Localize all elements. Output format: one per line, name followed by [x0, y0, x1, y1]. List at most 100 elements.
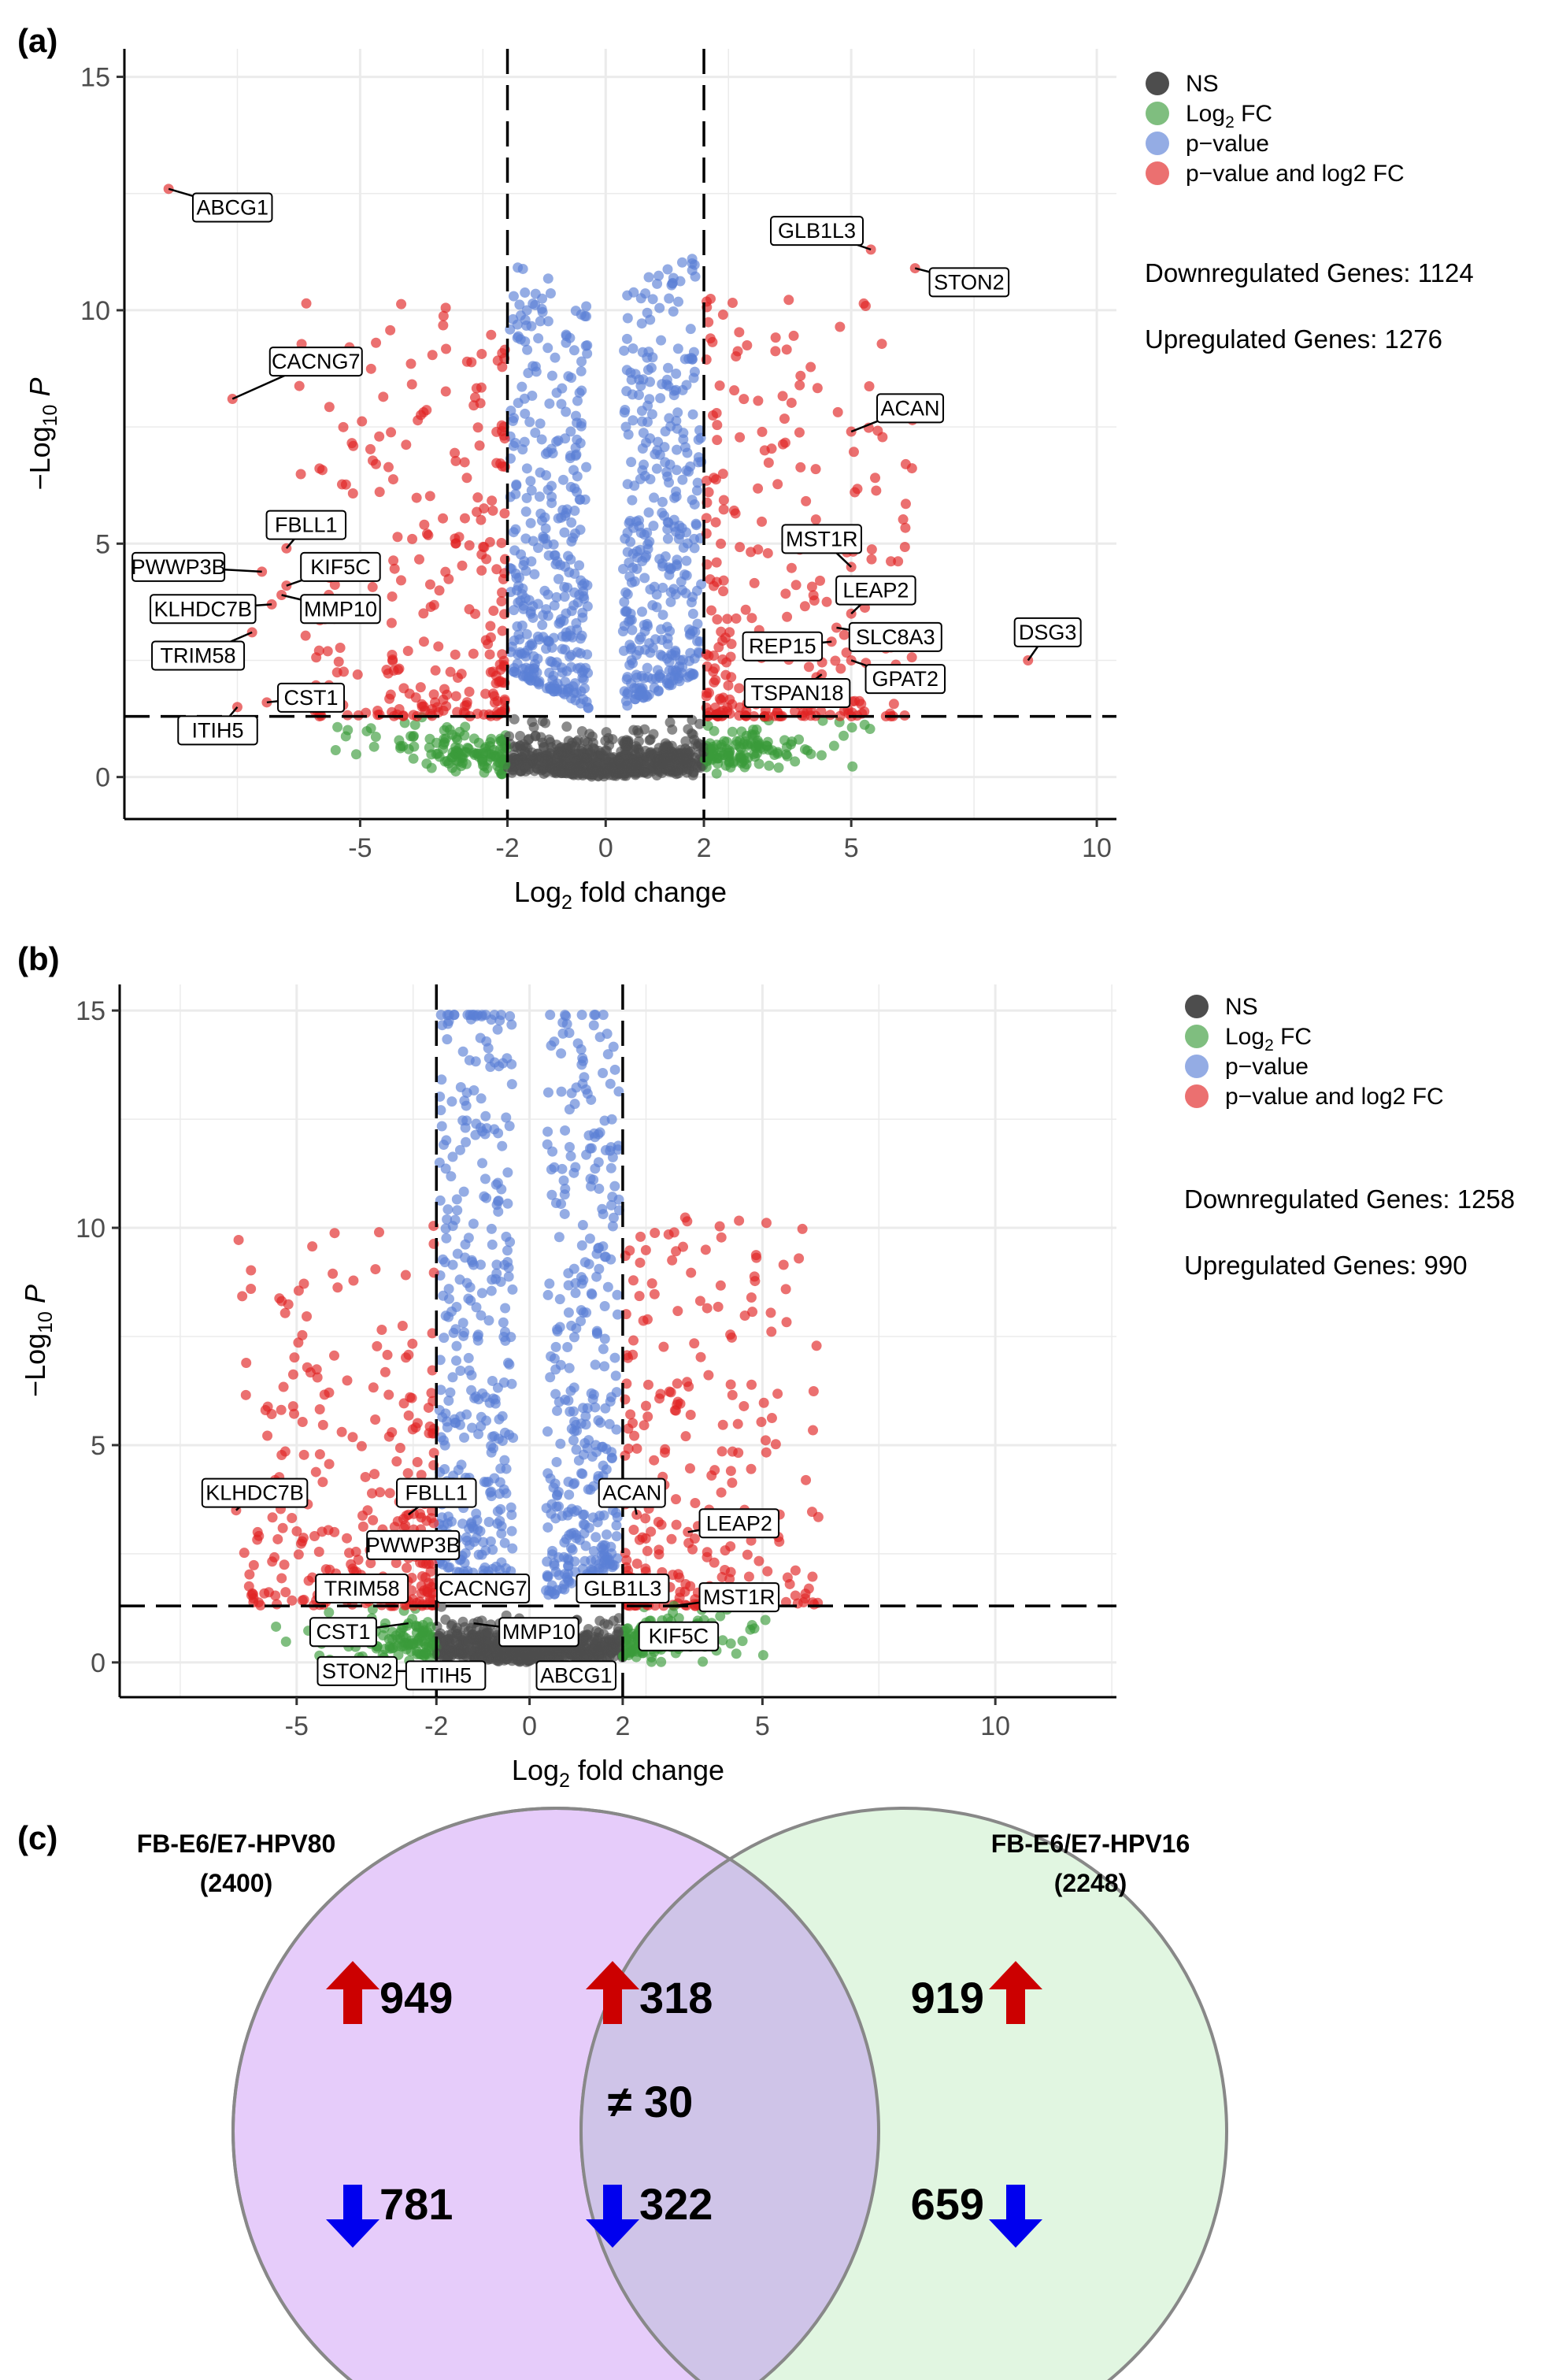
data-point [566, 1577, 577, 1589]
data-point [455, 1630, 466, 1641]
data-point [276, 1404, 287, 1415]
data-point [487, 1375, 498, 1386]
data-point [521, 628, 532, 639]
data-point [540, 717, 551, 728]
data-point [649, 1455, 660, 1466]
data-point [505, 1502, 516, 1513]
data-point [551, 387, 562, 399]
data-point [694, 1296, 705, 1307]
data-point [413, 554, 424, 565]
data-point [413, 415, 424, 426]
data-point [720, 669, 731, 680]
gene-label: MST1R [703, 1585, 776, 1609]
data-point [324, 1607, 335, 1618]
down-arrow-icon [326, 2185, 379, 2248]
data-point [486, 329, 497, 340]
data-point [428, 689, 439, 700]
data-point [623, 1565, 634, 1576]
data-point [679, 569, 690, 580]
data-point [448, 1327, 459, 1338]
data-point [657, 561, 668, 572]
data-point [300, 630, 311, 641]
data-point [664, 293, 675, 304]
data-point [753, 483, 764, 494]
gene-label: TRIM58 [324, 1577, 400, 1600]
data-point [408, 753, 419, 764]
data-point [520, 533, 531, 544]
data-point [451, 1340, 462, 1351]
data-point [385, 324, 396, 335]
data-point [293, 1337, 304, 1348]
data-point [799, 601, 810, 612]
data-point [516, 620, 528, 631]
data-point [727, 298, 738, 309]
data-point [394, 1443, 405, 1454]
data-point [567, 1544, 578, 1555]
legend-label: p−value [1225, 1054, 1309, 1080]
data-point [450, 455, 461, 466]
data-point [685, 1410, 696, 1421]
data-point [735, 432, 746, 443]
data-point [825, 710, 836, 721]
data-point [810, 464, 821, 475]
data-point [634, 1291, 645, 1302]
data-point [365, 363, 376, 374]
data-point [743, 1571, 754, 1582]
data-point [622, 527, 633, 538]
data-point [561, 507, 572, 518]
data-point [568, 345, 579, 356]
data-point [682, 672, 693, 683]
data-point [555, 559, 566, 570]
data-point [713, 1301, 724, 1312]
data-point [483, 1053, 494, 1064]
data-point [440, 1408, 451, 1419]
y-tick-label: 10 [76, 1214, 106, 1244]
data-point [568, 532, 579, 543]
data-point [607, 1559, 618, 1570]
data-point [427, 1328, 438, 1339]
data-point [664, 1386, 675, 1397]
gene-label: PWWP3B [131, 555, 226, 579]
data-point [680, 736, 691, 747]
data-point [461, 356, 472, 367]
data-point [835, 321, 846, 332]
data-point [662, 524, 673, 535]
data-point [391, 1456, 402, 1467]
data-point [450, 533, 461, 544]
data-point [537, 293, 548, 304]
legend-label: NS [1225, 994, 1258, 1020]
data-point [368, 741, 379, 752]
shared-discordant-count: ≠ 30 [608, 2077, 694, 2126]
data-point [636, 318, 647, 329]
data-point [668, 306, 679, 317]
data-point [476, 1629, 487, 1640]
data-point [451, 1355, 462, 1366]
data-point [573, 1455, 584, 1466]
data-point [317, 1526, 328, 1537]
data-point [333, 656, 344, 667]
data-point [481, 1477, 492, 1488]
data-point [287, 1369, 298, 1380]
data-point [418, 636, 429, 647]
data-point [580, 1411, 591, 1422]
data-point [658, 1341, 669, 1352]
data-point [652, 278, 663, 289]
data-point [657, 582, 668, 593]
data-point [365, 1558, 376, 1569]
data-point [576, 356, 587, 367]
gene-label-box [864, 664, 946, 695]
data-point [298, 1278, 309, 1289]
data-point [572, 395, 583, 406]
data-point [438, 320, 449, 331]
data-point [721, 736, 732, 747]
data-point [503, 1262, 514, 1273]
data-point [572, 625, 583, 636]
data-point [509, 714, 520, 725]
data-point [653, 270, 665, 281]
data-point [712, 435, 723, 446]
legend-label: Log2 FC [1225, 1024, 1312, 1055]
data-point [491, 564, 502, 575]
data-point [655, 649, 666, 660]
data-point [770, 346, 781, 357]
data-point [733, 1448, 744, 1459]
